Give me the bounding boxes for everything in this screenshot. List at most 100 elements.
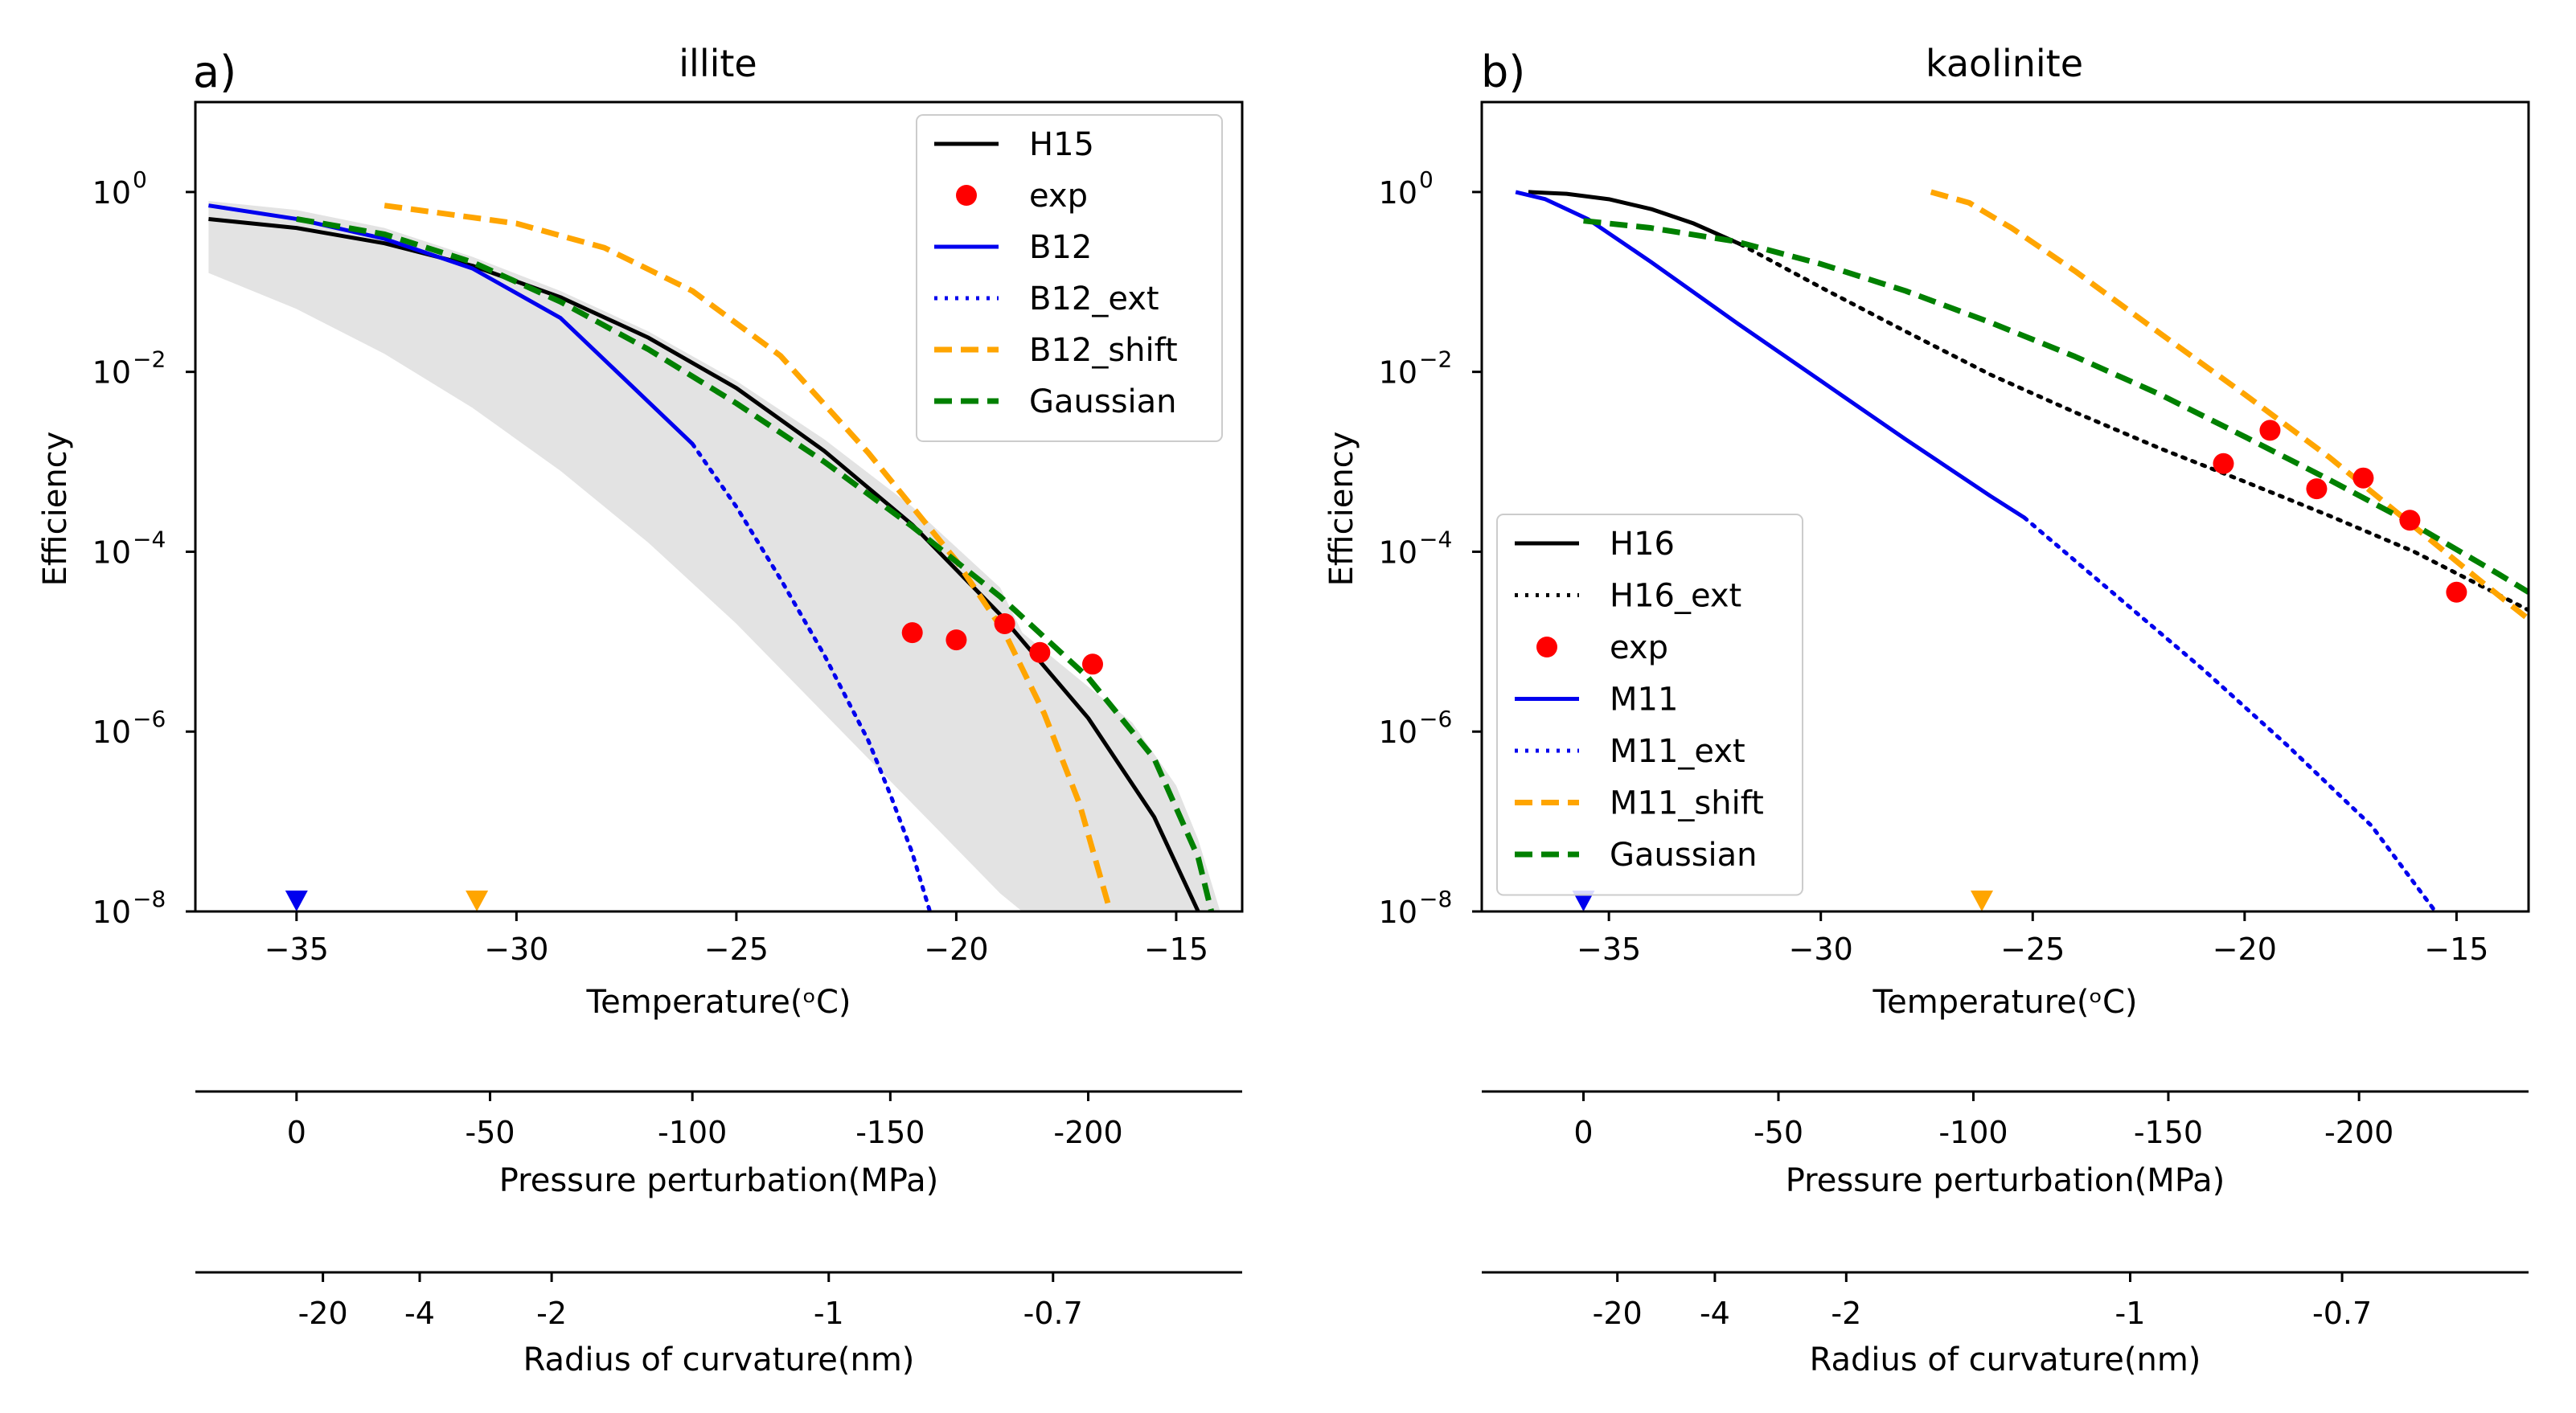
x-ticks-illite: −35 −30 −25 −20 −15 xyxy=(265,911,1208,967)
exp-point-kaolinite xyxy=(2446,581,2467,603)
y-tick-exponent: −8 xyxy=(1419,886,1452,912)
exp-point-kaolinite xyxy=(2259,420,2281,441)
pressure-tick-label: -50 xyxy=(1754,1115,1803,1150)
radius-tick-label: -4 xyxy=(404,1296,435,1331)
x-tick-label: −25 xyxy=(2000,932,2065,967)
pressure-tick-label: -50 xyxy=(465,1115,515,1150)
pressure-tick-label: 0 xyxy=(1573,1115,1593,1150)
y-tick-exponent: −6 xyxy=(133,706,166,732)
radius-tick-label: -1 xyxy=(814,1296,844,1331)
legend-illite: H15 exp B12 B12_ext B12_shift Gaussian xyxy=(916,114,1223,442)
exp-point-illite xyxy=(1082,653,1103,675)
pressure-tick-label: -200 xyxy=(1053,1115,1122,1150)
x-tick-label: −20 xyxy=(924,932,988,967)
legend-label-m11-shift: M11_shift xyxy=(1610,785,1764,822)
x-tick-label: −35 xyxy=(265,932,329,967)
pressure-tick-label: -100 xyxy=(658,1115,727,1150)
radius-ticks-kaolinite: -20 -4 -2 -1 -0.7 xyxy=(1593,1272,2372,1331)
y-tick-exponent: −6 xyxy=(1419,706,1452,732)
radius-tick-label: -1 xyxy=(2115,1296,2146,1331)
panel-label-a: a) xyxy=(193,47,236,97)
xlabel-kaolinite: Temperature(ᵒC) xyxy=(1872,984,2137,1021)
y-tick-exponent: −2 xyxy=(1419,346,1452,373)
pressure-tick-label: 0 xyxy=(287,1115,306,1150)
panel-label-b: b) xyxy=(1481,47,1525,97)
exp-point-illite xyxy=(945,629,967,651)
series-h16-kaolinite xyxy=(1528,190,1741,247)
y-tick-label: 10 xyxy=(1379,175,1417,211)
plot-area-illite xyxy=(208,201,1220,911)
radius-tick-label: -0.7 xyxy=(1023,1296,1083,1331)
exp-point-kaolinite xyxy=(2213,453,2234,474)
pressure-tick-label: -200 xyxy=(2324,1115,2393,1150)
x-tick-label: −15 xyxy=(1144,932,1208,967)
y-tick-exponent: 0 xyxy=(1419,166,1434,193)
y-tick-exponent: −4 xyxy=(1419,526,1452,552)
axis-marker-kaolinite xyxy=(1971,891,1994,911)
y-tick-exponent: −4 xyxy=(133,526,166,552)
series-b12-ext-illite xyxy=(690,441,933,911)
legend-label-exp: exp xyxy=(1029,178,1088,215)
radius-label-illite: Radius of curvature(nm) xyxy=(523,1341,915,1378)
series-m11-kaolinite xyxy=(1515,190,2026,520)
y-tick-label: 10 xyxy=(1379,355,1417,391)
axes-frame-illite xyxy=(194,100,1244,913)
exp-point-kaolinite xyxy=(2399,510,2421,531)
x-tick-label: −30 xyxy=(484,932,548,967)
x-tick-label: −25 xyxy=(704,932,769,967)
legend-swatch-exp xyxy=(956,185,977,206)
pressure-tick-label: -150 xyxy=(855,1115,925,1150)
legend-label-gaussian: Gaussian xyxy=(1029,383,1177,420)
xlabel-illite: Temperature(ᵒC) xyxy=(585,984,851,1021)
legend-label-h15: H15 xyxy=(1029,126,1094,163)
x-tick-label: −35 xyxy=(1577,932,1641,967)
y-tick-label: 10 xyxy=(92,355,131,391)
series-b12-shift-illite xyxy=(384,203,1114,911)
y-tick-exponent: 0 xyxy=(133,166,147,193)
legend-label-m11-ext: M11_ext xyxy=(1610,733,1745,770)
radius-tick-label: -2 xyxy=(1831,1296,1861,1331)
pressure-ticks-illite: 0 -50 -100 -150 -200 xyxy=(287,1091,1123,1150)
radius-tick-label: -0.7 xyxy=(2312,1296,2372,1331)
title-kaolinite: kaolinite xyxy=(1926,42,2083,85)
radius-tick-label: -20 xyxy=(298,1296,348,1331)
legend-label-b12-shift: B12_shift xyxy=(1029,332,1178,369)
legend-label-h16: H16 xyxy=(1610,526,1675,563)
y-tick-label: 10 xyxy=(1379,534,1417,570)
legend-label-b12-ext: B12_ext xyxy=(1029,281,1159,317)
x-tick-label: −15 xyxy=(2424,932,2488,967)
ylabel-illite: Efficiency xyxy=(37,432,74,587)
pressure-tick-label: -150 xyxy=(2134,1115,2203,1150)
y-tick-exponent: −8 xyxy=(133,886,166,912)
radius-tick-label: -20 xyxy=(1593,1296,1643,1331)
pressure-tick-label: -100 xyxy=(1938,1115,2008,1150)
exp-point-kaolinite xyxy=(2306,478,2328,500)
legend-box-illite xyxy=(916,114,1223,442)
x-ticks-kaolinite: −35 −30 −25 −20 −15 xyxy=(1577,911,2488,967)
uncertainty-band-illite xyxy=(208,201,1220,911)
radius-label-kaolinite: Radius of curvature(nm) xyxy=(1810,1341,2201,1378)
axis-marker-illite xyxy=(466,891,489,911)
exp-point-illite xyxy=(1029,641,1051,663)
plot-area-kaolinite xyxy=(1515,189,2529,911)
series-gaussian-illite xyxy=(296,216,1215,911)
legend-swatch-exp xyxy=(1536,637,1557,657)
y-tick-label: 10 xyxy=(1379,895,1417,930)
title-illite: illite xyxy=(679,42,757,85)
ylabel-kaolinite: Efficiency xyxy=(1323,432,1360,587)
pressure-label-kaolinite: Pressure perturbation(MPa) xyxy=(1786,1162,2225,1199)
y-tick-label: 10 xyxy=(92,895,131,930)
y-tick-label: 10 xyxy=(92,175,131,211)
exp-point-illite xyxy=(901,622,923,644)
pressure-label-illite: Pressure perturbation(MPa) xyxy=(499,1162,939,1199)
y-tick-label: 10 xyxy=(92,534,131,570)
axis-marker-illite xyxy=(285,891,308,911)
y-tick-label: 10 xyxy=(92,715,131,750)
series-h15-illite xyxy=(208,216,1200,911)
axes-frame-kaolinite xyxy=(1480,100,2530,913)
